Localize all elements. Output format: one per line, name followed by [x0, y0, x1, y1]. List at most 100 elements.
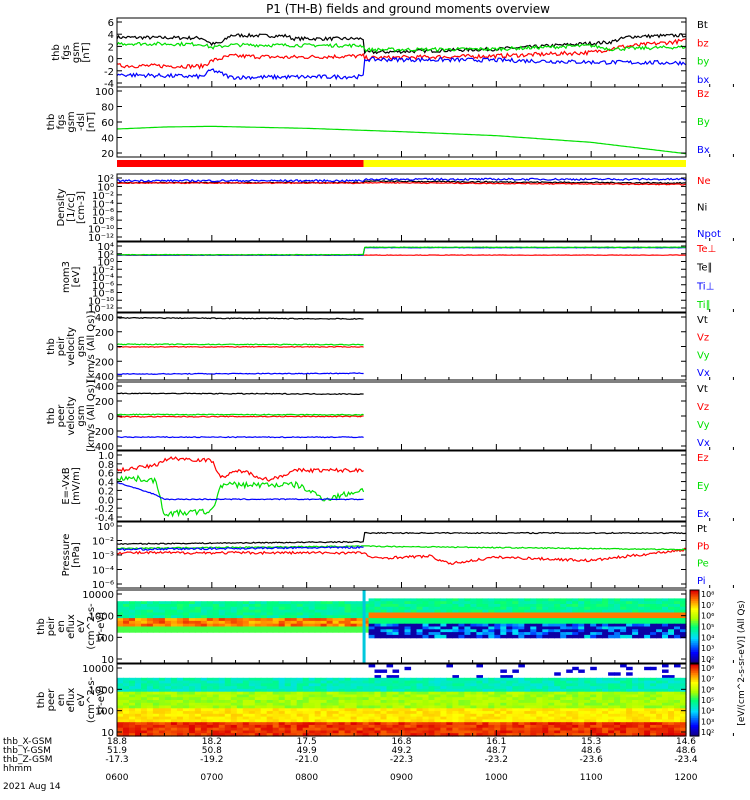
spectrogram-cell — [662, 609, 669, 614]
spectrogram-cell — [512, 697, 519, 701]
spectrogram-cell — [422, 724, 430, 729]
spectrogram-cell — [170, 688, 178, 693]
spectrogram-cell — [272, 730, 280, 734]
spectrogram-cell — [206, 618, 214, 622]
spectrogram-cell — [260, 719, 268, 723]
colorbar-cell — [690, 700, 699, 703]
spectrogram-cell — [350, 724, 358, 729]
spectrogram-cell — [452, 716, 459, 720]
spectrogram-cell — [542, 724, 549, 729]
spectrogram-cell — [590, 713, 597, 718]
spectrogram-cell — [470, 680, 477, 684]
spectrogram-cell — [476, 713, 483, 718]
spectrogram-cell — [320, 722, 328, 726]
spectrogram-cell — [374, 623, 382, 628]
spectrogram-cell — [476, 705, 483, 709]
spectrogram-cell — [320, 730, 328, 734]
spectrogram-cell — [434, 702, 441, 707]
spectrogram-cell — [416, 702, 424, 707]
spectrogram-cell — [284, 713, 292, 718]
spectrogram-cell — [135, 700, 142, 704]
spectrogram-cell — [164, 691, 172, 696]
spectrogram-cell — [560, 598, 567, 602]
spectrogram-cell — [590, 694, 597, 698]
spectrogram-cell — [518, 626, 525, 630]
y-axis-label-line: thb — [46, 114, 57, 131]
y-axis-label-line: [eV] — [71, 267, 82, 288]
legend-Bt: Bt — [697, 20, 708, 31]
spectrogram-cell — [422, 711, 430, 715]
spectrogram-cell — [578, 609, 585, 614]
spectrogram-cell — [680, 719, 687, 723]
series-line-density-0 — [116, 180, 687, 185]
spectrogram-cell — [392, 722, 400, 726]
spectrogram-cell — [380, 680, 388, 684]
spectrogram-cell — [416, 620, 424, 625]
spectrogram-cell — [320, 609, 328, 614]
spectrogram-cell — [524, 724, 531, 729]
spectrogram-cell — [614, 686, 621, 690]
spectrogram-cell — [242, 609, 250, 614]
spectrogram-cell — [152, 686, 160, 690]
spectrogram-cell — [680, 708, 687, 712]
x-row-value: 49.9 — [297, 746, 317, 756]
spectrogram-cell — [242, 683, 250, 687]
spectrogram-cell — [344, 629, 352, 633]
spectrogram-cell — [608, 711, 615, 715]
spectrogram-cell — [476, 664, 483, 668]
spectrogram-cell — [656, 677, 663, 682]
spectrogram-cell — [440, 722, 447, 726]
spectrogram-cell — [524, 716, 531, 720]
spectrogram-cell — [374, 716, 382, 720]
spectrogram-cell — [344, 615, 352, 619]
spectrogram-cell — [602, 626, 609, 630]
spectrogram-cell — [446, 680, 453, 684]
spectrogram-cell — [422, 615, 430, 619]
spectrogram-cell — [374, 713, 382, 718]
y-tick-label: -2 — [104, 67, 114, 78]
spectrogram-cell — [338, 626, 346, 630]
spectrogram-cell — [662, 716, 669, 720]
spectrogram-cell — [572, 705, 579, 709]
spectrogram-cell — [662, 620, 669, 625]
spectrogram-cell — [578, 700, 585, 704]
spectrogram-cell — [464, 711, 471, 715]
spectrogram-cell — [182, 724, 190, 729]
spectrogram-cell — [668, 675, 675, 679]
spectrogram-cell — [482, 606, 489, 611]
spectrogram-cell — [260, 609, 268, 614]
spectrogram-cell — [470, 711, 477, 715]
colorbar-cell — [690, 597, 699, 600]
spectrogram-cell — [290, 733, 298, 737]
spectrogram-cell — [512, 604, 519, 608]
spectrogram-cell — [542, 705, 549, 709]
spectrogram-cell — [584, 634, 591, 639]
spectrogram-cell — [332, 623, 340, 628]
spectrogram-cell — [135, 606, 142, 611]
spectrogram-cell — [224, 730, 232, 734]
spectrogram-cell — [422, 623, 430, 628]
spectrogram-cell — [506, 686, 513, 690]
spectrogram-cell — [536, 629, 543, 633]
spectrogram-cell — [230, 733, 238, 737]
spectrogram-cell — [404, 691, 412, 696]
spectrogram-cell — [482, 697, 489, 701]
spectrogram-cell — [236, 604, 244, 608]
y-tick-label: -400 — [91, 442, 114, 453]
spectrogram-cell — [614, 629, 621, 633]
spectrogram-cell — [242, 691, 250, 696]
legend-Bx: Bx — [697, 145, 710, 156]
spectrogram-cell — [482, 626, 489, 630]
spectrogram-cell — [608, 601, 615, 605]
spectrogram-cell — [326, 629, 334, 633]
spectrogram-cell — [164, 629, 172, 633]
spectrogram-cell — [176, 620, 184, 625]
spectrogram-cell — [650, 722, 657, 726]
spectrogram-cell — [308, 711, 316, 715]
spectrogram-cell — [356, 700, 364, 704]
spectrogram-cell — [668, 606, 675, 611]
spectrogram-cell — [242, 730, 250, 734]
spectrogram-cell — [242, 711, 250, 715]
spectrogram-cell — [170, 601, 178, 605]
spectrogram-cell — [350, 686, 358, 690]
